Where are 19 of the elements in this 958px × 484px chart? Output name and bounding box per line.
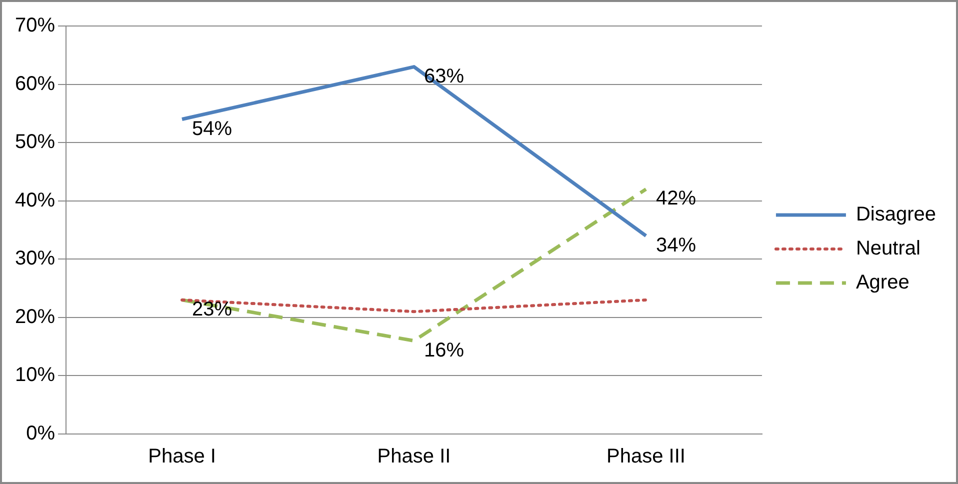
y-tick-label: 50% <box>15 131 56 154</box>
legend-label: Neutral <box>856 238 920 260</box>
data-label: 54% <box>192 118 232 140</box>
y-tick-label: 10% <box>15 364 56 386</box>
x-tick-label: Phase II <box>377 446 451 468</box>
data-label: 42% <box>656 188 696 210</box>
y-tick-label: 70% <box>15 14 56 37</box>
data-label: 34% <box>656 234 696 256</box>
data-label: 23% <box>192 298 232 320</box>
y-tick-label: 60% <box>15 72 56 95</box>
legend-label: Agree <box>856 272 910 294</box>
y-tick-label: 20% <box>15 306 56 328</box>
x-tick-label: Phase I <box>148 446 216 468</box>
y-tick-label: 0% <box>26 422 56 445</box>
y-tick-label: 30% <box>15 248 56 270</box>
legend-label: Disagree <box>856 204 936 226</box>
x-tick-label: Phase III <box>606 446 686 468</box>
y-tick-label: 40% <box>15 189 56 212</box>
data-label: 16% <box>424 339 464 362</box>
